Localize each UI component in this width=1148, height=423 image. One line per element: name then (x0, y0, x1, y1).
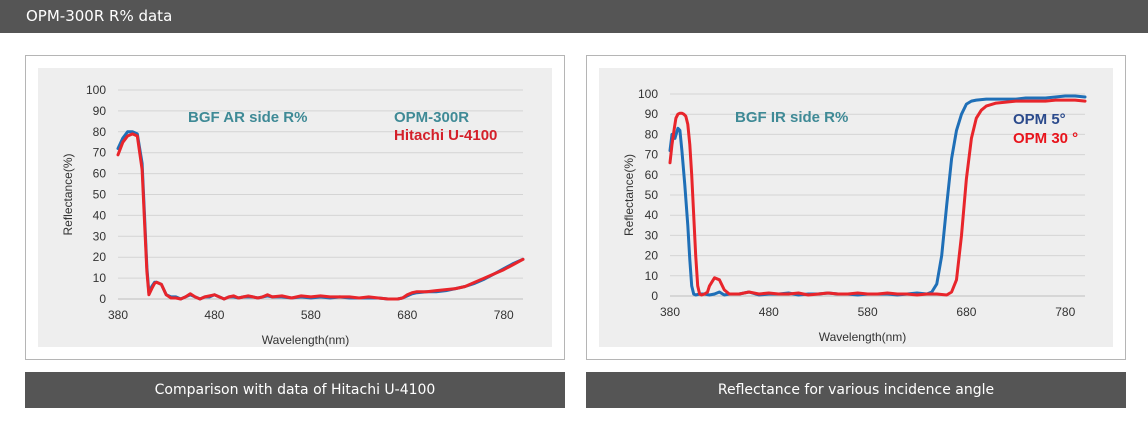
legend-label-1: OPM 5° (1013, 111, 1066, 128)
y-tick-label: 60 (645, 168, 659, 182)
x-axis-title: Wavelength(nm) (262, 333, 350, 347)
y-tick-label: 0 (99, 292, 106, 306)
x-tick-label: 480 (759, 305, 779, 319)
reflectance-chart-ar: 0 10 20 30 40 50 60 70 80 90 100 380 480 580 680 780 Wav… (61, 83, 525, 347)
caption-left: Comparison with data of Hitachi U-4100 (25, 372, 565, 408)
chart-panel-left: 0 10 20 30 40 50 60 70 80 90 100 380 480 580 680 780 Wav… (25, 55, 565, 360)
y-tick-label: 80 (645, 127, 659, 141)
y-tick-label: 90 (645, 107, 659, 121)
x-tick-label: 380 (108, 308, 128, 322)
y-tick-label: 60 (93, 167, 107, 181)
y-tick-label: 100 (638, 87, 658, 101)
reflectance-chart-ir: 0 10 20 30 40 50 60 70 80 90 100 380 480 580 680 780 Wav… (622, 87, 1087, 344)
x-tick-label: 480 (204, 308, 224, 322)
x-tick-label: 780 (494, 308, 514, 322)
y-tick-label: 70 (93, 146, 107, 160)
chart-plot-background (38, 68, 552, 347)
legend-label-2: OPM 30 ° (1013, 130, 1078, 147)
y-tick-label: 50 (645, 188, 659, 202)
y-tick-label: 50 (93, 188, 107, 202)
legend-label-1: OPM-300R (394, 109, 469, 126)
chart-annotation-title: BGF IR side R% (735, 109, 848, 126)
y-tick-label: 70 (645, 148, 659, 162)
y-tick-label: 80 (93, 125, 107, 139)
y-tick-label: 40 (645, 208, 659, 222)
y-tick-label: 10 (93, 271, 107, 285)
y-tick-label: 20 (93, 250, 107, 264)
x-tick-label: 580 (858, 305, 878, 319)
y-tick-label: 40 (93, 208, 107, 222)
x-tick-label: 580 (301, 308, 321, 322)
legend-label-2: Hitachi U-4100 (394, 127, 497, 144)
caption-right: Reflectance for various incidence angle (586, 372, 1126, 408)
y-tick-label: 100 (86, 83, 106, 97)
y-axis-title: Reflectance(%) (622, 154, 636, 236)
chart-annotation-title: BGF AR side R% (188, 109, 307, 126)
x-tick-label: 680 (956, 305, 976, 319)
x-axis-title: Wavelength(nm) (819, 330, 907, 344)
y-tick-label: 0 (651, 289, 658, 303)
y-tick-label: 90 (93, 104, 107, 118)
chart-panel-right: 0 10 20 30 40 50 60 70 80 90 100 380 480 580 680 780 Wav… (586, 55, 1126, 360)
x-tick-label: 780 (1055, 305, 1075, 319)
y-axis-title: Reflectance(%) (61, 153, 75, 235)
y-tick-label: 10 (645, 269, 659, 283)
series-line-2 (668, 98, 1087, 297)
y-tick-label: 20 (645, 249, 659, 263)
x-tick-label: 680 (397, 308, 417, 322)
page-header: OPM-300R R% data (0, 0, 1148, 33)
y-tick-label: 30 (645, 228, 659, 242)
x-tick-label: 380 (660, 305, 680, 319)
y-tick-label: 30 (93, 229, 107, 243)
page-title: OPM-300R R% data (26, 7, 173, 25)
series-line-2 (116, 132, 525, 301)
